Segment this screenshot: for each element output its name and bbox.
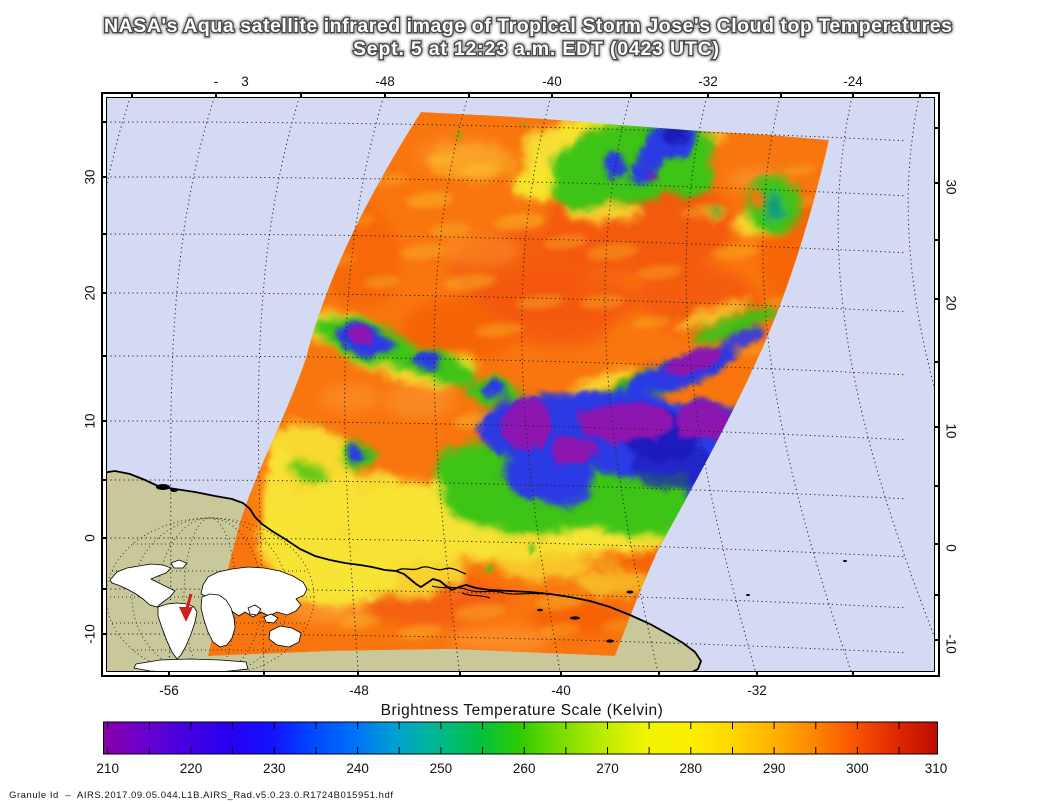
svg-text:240: 240 [346, 761, 369, 776]
svg-text:-32: -32 [698, 74, 718, 89]
svg-text:30: 30 [83, 169, 98, 184]
svg-text:-10: -10 [83, 624, 98, 644]
svg-text:-40: -40 [551, 683, 571, 698]
svg-text:280: 280 [680, 761, 703, 776]
svg-text:-: - [214, 74, 219, 89]
svg-text:10: 10 [943, 423, 958, 438]
svg-text:-48: -48 [375, 74, 395, 89]
svg-text:-32: -32 [747, 683, 767, 698]
svg-text:NASA's Aqua satellite infrared: NASA's Aqua satellite infrared image of … [104, 15, 952, 37]
svg-text:210: 210 [96, 761, 119, 776]
svg-text:0: 0 [83, 534, 98, 542]
svg-text:Sept. 5 at 12:23 a.m. EDT (042: Sept. 5 at 12:23 a.m. EDT (0423 UTC) [353, 38, 719, 60]
svg-text:20: 20 [83, 285, 98, 300]
svg-text:Brightness Temperature Scale (: Brightness Temperature Scale (Kelvin) [381, 702, 664, 719]
svg-text:230: 230 [263, 761, 286, 776]
svg-text:-40: -40 [542, 74, 562, 89]
svg-text:220: 220 [180, 761, 203, 776]
svg-text:-24: -24 [843, 74, 863, 89]
svg-text:-10: -10 [943, 634, 958, 654]
svg-text:Granule Id – AIRS.2017.09.05: Granule Id – AIRS.2017.09.05.044.L1B.AIR… [9, 790, 394, 801]
svg-text:270: 270 [596, 761, 619, 776]
svg-text:20: 20 [943, 295, 958, 310]
svg-text:0: 0 [943, 544, 958, 552]
svg-text:NASA's Aqua satellite infrared: NASA's Aqua satellite infrared image of … [104, 15, 952, 37]
svg-text:3: 3 [241, 74, 249, 89]
svg-text:30: 30 [943, 179, 958, 194]
svg-text:Sept. 5 at 12:23 a.m. EDT (042: Sept. 5 at 12:23 a.m. EDT (0423 UTC) [353, 38, 719, 60]
svg-text:310: 310 [925, 761, 948, 776]
svg-text:250: 250 [430, 761, 453, 776]
svg-text:-48: -48 [349, 683, 369, 698]
svg-text:-56: -56 [159, 683, 179, 698]
svg-text:260: 260 [513, 761, 536, 776]
svg-text:290: 290 [763, 761, 786, 776]
svg-text:300: 300 [846, 761, 869, 776]
svg-text:10: 10 [83, 413, 98, 428]
